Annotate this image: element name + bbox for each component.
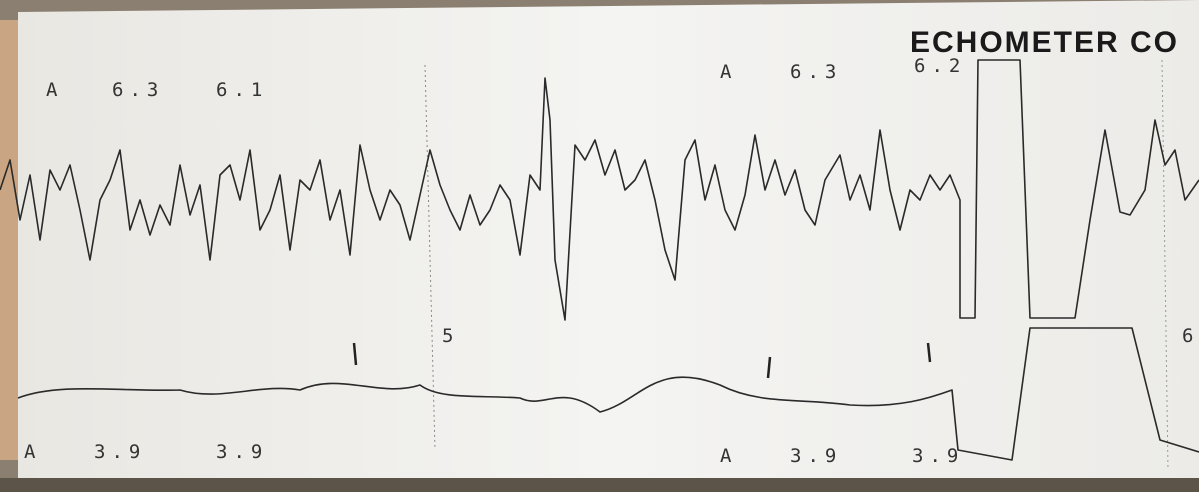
divider xyxy=(1161,59,1169,471)
channel-label: A xyxy=(720,61,737,83)
divider xyxy=(424,64,436,451)
reading: 3.9 xyxy=(216,441,268,463)
marker: 6 xyxy=(1182,325,1199,347)
reading: 3.9 xyxy=(912,445,964,467)
reading: 3.9 xyxy=(94,441,146,463)
reading: 6.2 xyxy=(914,55,966,77)
lower-trace xyxy=(17,327,1199,461)
channel-label: A xyxy=(720,445,737,467)
reading: 6.1 xyxy=(216,79,268,101)
channel-label: A xyxy=(24,441,41,463)
left-edge xyxy=(0,20,20,460)
marker: 5 xyxy=(442,325,459,347)
hand-mark xyxy=(352,342,932,379)
reading: 3.9 xyxy=(790,445,842,467)
surface xyxy=(0,478,1199,492)
upper-trace xyxy=(0,59,1199,321)
channel-label: A xyxy=(46,79,63,101)
brand: ECHOMETER CO xyxy=(910,26,1179,59)
paper-strip xyxy=(18,0,1199,480)
reading: 6.3 xyxy=(112,79,164,101)
reading: 6.3 xyxy=(790,61,842,83)
